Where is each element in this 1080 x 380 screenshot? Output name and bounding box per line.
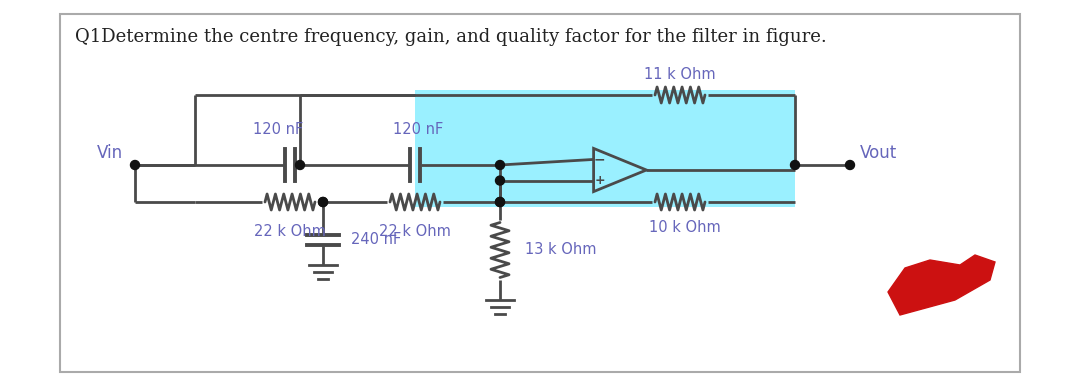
Text: 22 k Ohm: 22 k Ohm	[254, 224, 326, 239]
Bar	[60, 14, 1020, 372]
Text: Q1Determine the centre frequency, gain, and quality factor for the filter in fig: Q1Determine the centre frequency, gain, …	[75, 28, 827, 46]
Text: +: +	[594, 174, 605, 187]
Circle shape	[319, 198, 327, 206]
Circle shape	[496, 176, 504, 185]
Text: 120 nF: 120 nF	[393, 122, 443, 137]
Circle shape	[131, 160, 139, 169]
Circle shape	[496, 160, 504, 169]
Text: 120 nF: 120 nF	[253, 122, 303, 137]
Text: 22 k Ohm: 22 k Ohm	[379, 224, 451, 239]
Text: 240 nF: 240 nF	[351, 233, 402, 247]
Text: 10 k Ohm: 10 k Ohm	[649, 220, 720, 235]
Text: 13 k Ohm: 13 k Ohm	[525, 242, 596, 258]
Circle shape	[296, 160, 305, 169]
Polygon shape	[888, 255, 995, 315]
Text: Vout: Vout	[860, 144, 897, 162]
Circle shape	[496, 198, 504, 206]
Bar	[415, 90, 795, 207]
Text: 11 k Ohm: 11 k Ohm	[644, 67, 716, 82]
Circle shape	[496, 198, 504, 206]
Circle shape	[319, 198, 327, 206]
Text: −: −	[594, 152, 606, 166]
Text: Vin: Vin	[97, 144, 123, 162]
Circle shape	[846, 160, 854, 169]
Circle shape	[791, 160, 799, 169]
